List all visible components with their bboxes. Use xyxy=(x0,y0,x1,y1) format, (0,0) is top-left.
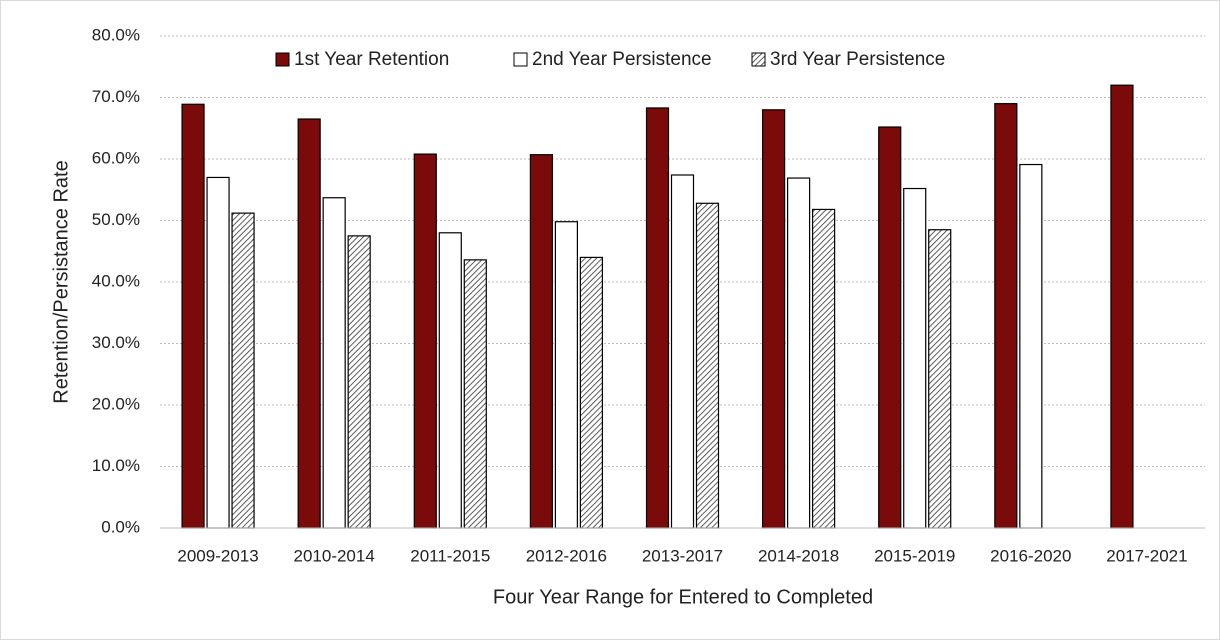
bar xyxy=(670,174,695,529)
bar xyxy=(554,221,578,529)
x-tick-label: 2017-2021 xyxy=(1106,546,1187,565)
bar xyxy=(878,126,902,529)
x-tick-label: 2012-2016 xyxy=(526,546,607,565)
bar xyxy=(181,103,205,529)
bar xyxy=(463,259,487,529)
y-tick-label: 30.0% xyxy=(92,333,140,352)
bar xyxy=(994,103,1018,529)
legend-swatch xyxy=(751,52,766,67)
bar xyxy=(812,208,836,529)
y-tick-label: 20.0% xyxy=(92,394,140,413)
bar xyxy=(297,118,321,529)
bar xyxy=(206,176,230,529)
x-tick-label: 2014-2018 xyxy=(758,546,839,565)
bar xyxy=(787,177,811,529)
bar xyxy=(231,212,255,529)
bar xyxy=(645,107,670,529)
x-tick-label: 2013-2017 xyxy=(642,546,723,565)
bar xyxy=(928,229,952,529)
bar xyxy=(579,256,603,529)
bar xyxy=(347,235,371,529)
x-axis-title: Four Year Range for Entered to Completed xyxy=(493,586,873,608)
bar xyxy=(322,197,346,529)
y-tick-label: 60.0% xyxy=(92,148,140,167)
y-tick-label: 70.0% xyxy=(92,87,140,106)
y-axis-title: Retention/Persistance Rate xyxy=(50,160,72,403)
y-tick-label: 80.0% xyxy=(92,25,140,44)
bar xyxy=(529,154,553,529)
x-tick-label: 2015-2019 xyxy=(874,546,955,565)
bar xyxy=(695,202,720,529)
legend-swatch xyxy=(513,52,528,67)
bar xyxy=(1110,84,1134,529)
bar xyxy=(903,187,927,529)
legend-label: 2nd Year Persistence xyxy=(532,49,712,70)
x-tick-label: 2009-2013 xyxy=(177,546,258,565)
y-tick-label: 0.0% xyxy=(101,517,140,536)
bar xyxy=(438,232,462,529)
y-tick-label: 40.0% xyxy=(92,271,140,290)
legend-label: 3rd Year Persistence xyxy=(770,49,945,70)
x-tick-label: 2010-2014 xyxy=(294,546,375,565)
y-tick-label: 10.0% xyxy=(92,456,140,475)
bar xyxy=(762,109,786,529)
legend-swatch xyxy=(275,52,290,67)
x-tick-label: 2011-2015 xyxy=(410,546,490,565)
legend-label: 1st Year Retention xyxy=(294,49,449,70)
bar xyxy=(1019,163,1043,529)
y-tick-label: 50.0% xyxy=(92,210,140,229)
x-tick-label: 2016-2020 xyxy=(990,546,1071,565)
bar xyxy=(413,153,437,529)
